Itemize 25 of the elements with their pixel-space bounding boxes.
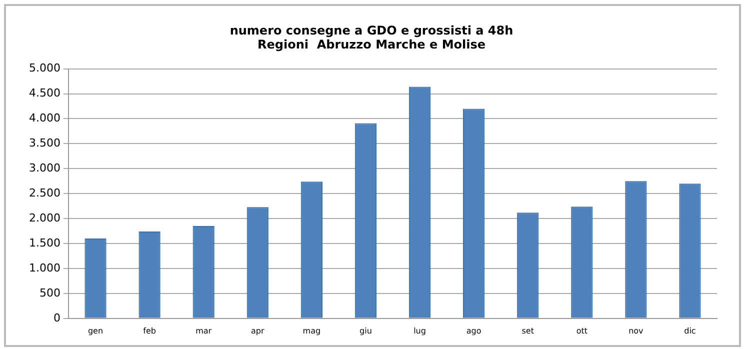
x-tick-label: mar [196, 326, 212, 336]
x-tick-label: nov [628, 326, 644, 336]
y-tick-label: 2.500 [28, 186, 60, 200]
x-tick-label: mag [302, 326, 321, 336]
x-tick-label: gen [88, 326, 104, 336]
y-tick-label: 1.000 [28, 261, 60, 274]
y-tick-label: 2.000 [28, 211, 60, 224]
y-tick-label: 500 [39, 286, 60, 300]
x-tick-label: apr [251, 326, 265, 336]
y-tick-label: 3.500 [28, 136, 60, 150]
y-tick-label: 1.500 [28, 236, 60, 250]
x-tick-label: set [522, 326, 534, 336]
y-tick-label: 4.000 [28, 112, 60, 125]
x-tick-label: ago [466, 326, 482, 336]
y-tick-label: 5.000 [28, 62, 60, 75]
x-tick-label: feb [143, 326, 156, 336]
x-tick-label: lug [414, 326, 426, 336]
x-tick-label: dic [684, 326, 696, 336]
y-tick-label: 0 [53, 311, 60, 324]
x-tick-label: giu [360, 326, 372, 336]
text: Regioni Abruzzo Marche e Molise [257, 38, 486, 52]
text: numero consegne a GDO e grossisti a 48h [230, 23, 514, 38]
x-tick-label: ott [576, 326, 588, 336]
y-tick-label: 4.500 [28, 86, 60, 100]
y-tick-label: 3.000 [28, 162, 60, 174]
